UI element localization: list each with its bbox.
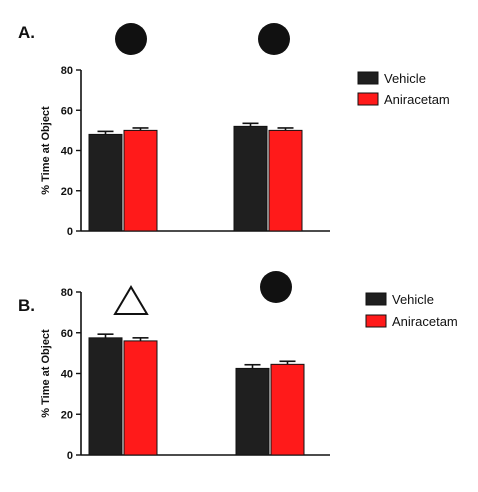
panel-b-label: B.: [18, 296, 35, 315]
panel-a-legend-label: Vehicle: [384, 71, 426, 86]
panel-b-bar-aniracetam-1: [123, 340, 158, 456]
panel-a-bar-aniracetam-2: [268, 129, 303, 232]
panel-a-y-axis-title: % Time at Object: [40, 106, 52, 195]
panel-b-y-tick-label: 60: [61, 328, 73, 340]
panel-b-y-axis-title: % Time at Object: [40, 329, 52, 418]
panel-a-marker-circle-icon: [258, 23, 290, 55]
panel-a-legend-label: Aniracetam: [384, 92, 450, 107]
panel-a-label: A.: [18, 23, 35, 42]
panel-b-legend-label: Aniracetam: [392, 314, 458, 329]
panel-a-legend-swatch: [357, 92, 379, 106]
panel-a-legend-swatch: [357, 71, 379, 85]
panel-a-y-tick-label: 60: [61, 105, 73, 117]
panel-b-y-tick-label: 20: [61, 409, 73, 421]
panel-b-bar-aniracetam-2: [270, 363, 305, 456]
panel-a-marker-circle-icon: [115, 23, 147, 55]
panel-a-y-tick-label: 40: [61, 146, 73, 158]
panel-b-marker-triangle-icon: [113, 285, 149, 315]
panel-b-bar-vehicle-1: [88, 337, 123, 456]
panel-b-y-tick-label: 80: [61, 287, 73, 299]
panel-b-y-tick-label: 40: [61, 369, 73, 381]
panel-a-bar-aniracetam-1: [123, 129, 158, 232]
panel-b-legend-label: Vehicle: [392, 292, 434, 307]
panel-a-bar-vehicle-2: [233, 125, 268, 232]
panel-b-y-tick-label: 0: [67, 450, 73, 462]
panel-b-legend-swatch: [365, 314, 387, 328]
panel-a-y-tick-label: 20: [61, 186, 73, 198]
panel-a-bar-vehicle-1: [88, 133, 123, 232]
panel-b-marker-circle-icon: [260, 271, 292, 303]
panel-a-y-tick-label: 0: [67, 226, 73, 238]
panel-b-legend-swatch: [365, 292, 387, 306]
panel-b-bar-vehicle-2: [235, 367, 270, 456]
panel-a-y-tick-label: 80: [61, 65, 73, 77]
